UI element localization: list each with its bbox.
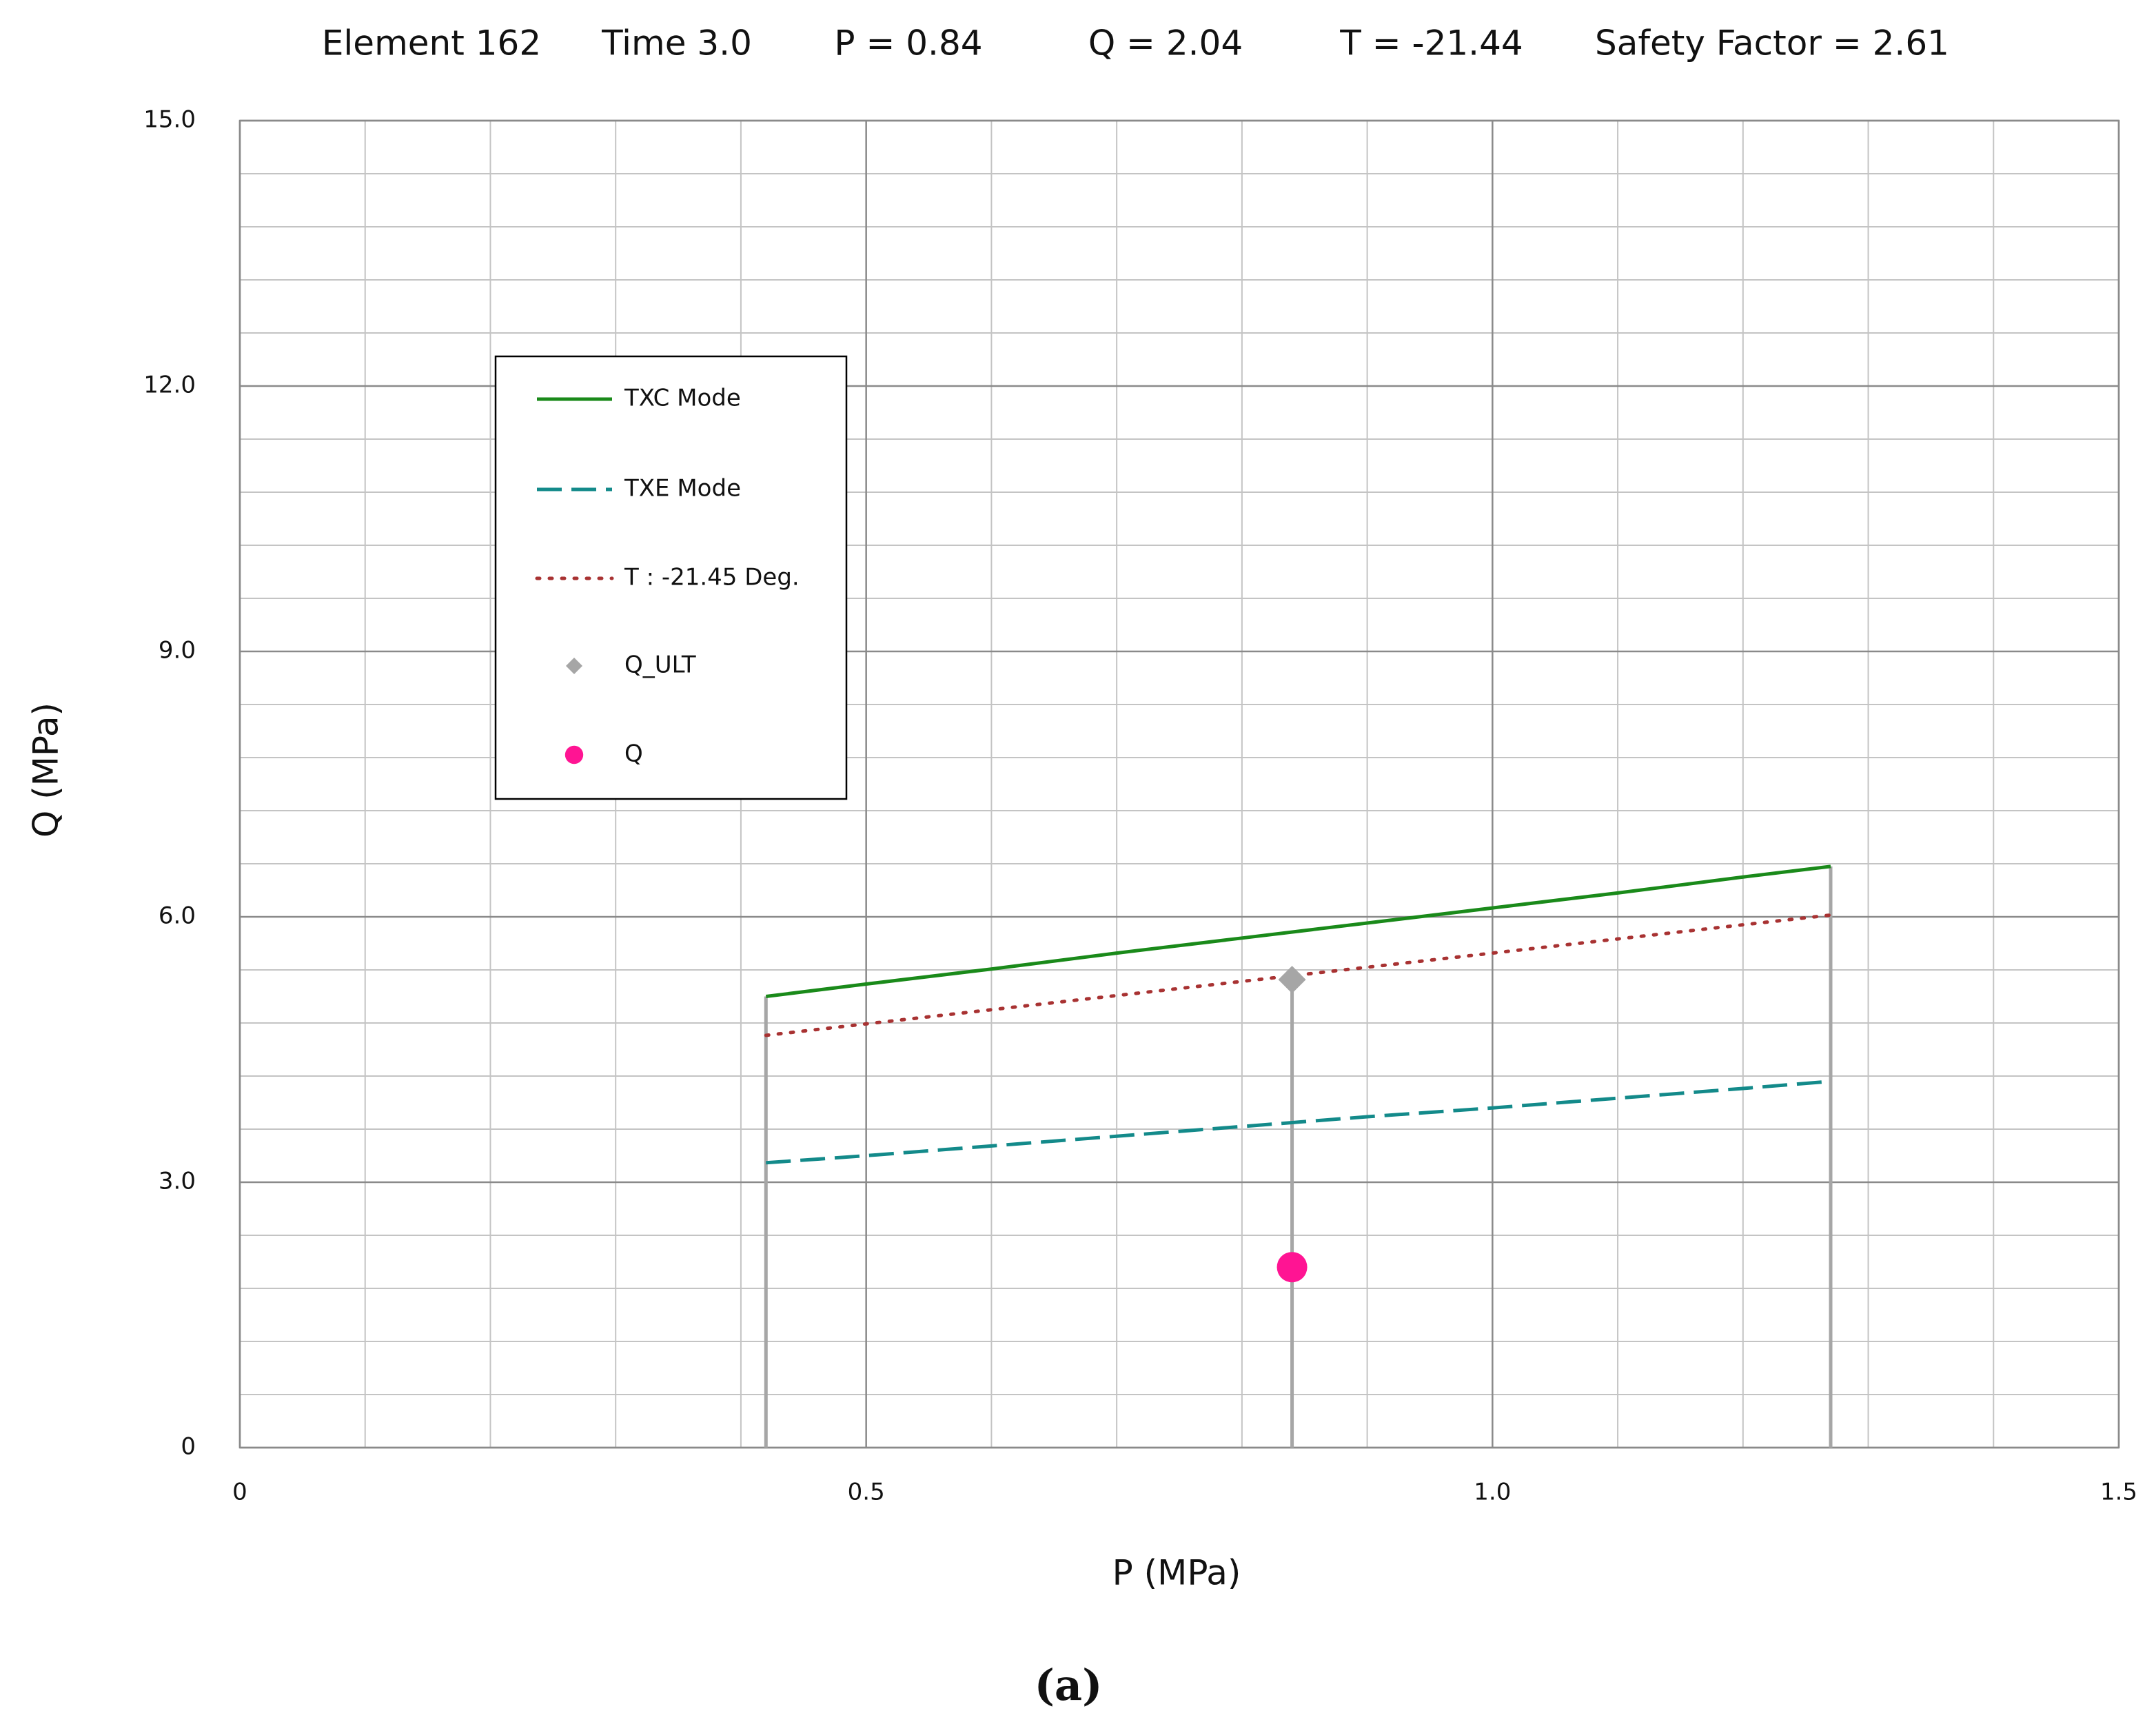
- x-tick-label: 1.0: [1474, 1479, 1511, 1506]
- caption: (a): [1035, 1660, 1103, 1710]
- y-tick-label: 0: [181, 1433, 196, 1461]
- chart-title: T = -21.44: [1339, 23, 1523, 63]
- y-tick-label: 9.0: [159, 637, 196, 665]
- y-axis-label: Q (MPa): [26, 702, 66, 838]
- x-axis-label: P (MPa): [1112, 1553, 1241, 1593]
- series-line: [764, 913, 1833, 1037]
- legend-label: TXC Mode: [624, 385, 741, 412]
- chart-title: P = 0.84: [834, 23, 982, 63]
- y-tick-label: 12.0: [143, 372, 196, 399]
- y-tick-label: 6.0: [159, 902, 196, 930]
- legend-label: Q: [624, 740, 643, 768]
- data-point: [1278, 966, 1306, 994]
- x-tick-label: 0: [232, 1479, 247, 1506]
- legend-box: [494, 355, 848, 800]
- legend-label: TXE Mode: [624, 475, 741, 503]
- series-line: [765, 864, 1831, 998]
- series-line: [766, 1080, 1831, 1165]
- y-tick-label: 3.0: [159, 1168, 196, 1195]
- legend-swatch: [566, 658, 582, 674]
- legend-label: T : -21.45 Deg.: [624, 564, 800, 591]
- chart-title: Time 3.0: [601, 23, 752, 63]
- plot-border: [238, 119, 2120, 1449]
- data-point: [1277, 1252, 1308, 1283]
- legend-swatch: [565, 745, 584, 764]
- y-tick-label: 15.0: [143, 106, 196, 134]
- x-tick-label: 0.5: [848, 1479, 885, 1506]
- chart-title: Q = 2.04: [1088, 23, 1243, 63]
- chart-title: Safety Factor = 2.61: [1595, 23, 1949, 63]
- legend-label: Q_ULT: [624, 651, 696, 679]
- x-tick-label: 1.5: [2100, 1479, 2137, 1506]
- chart-title: Element 162: [322, 23, 541, 63]
